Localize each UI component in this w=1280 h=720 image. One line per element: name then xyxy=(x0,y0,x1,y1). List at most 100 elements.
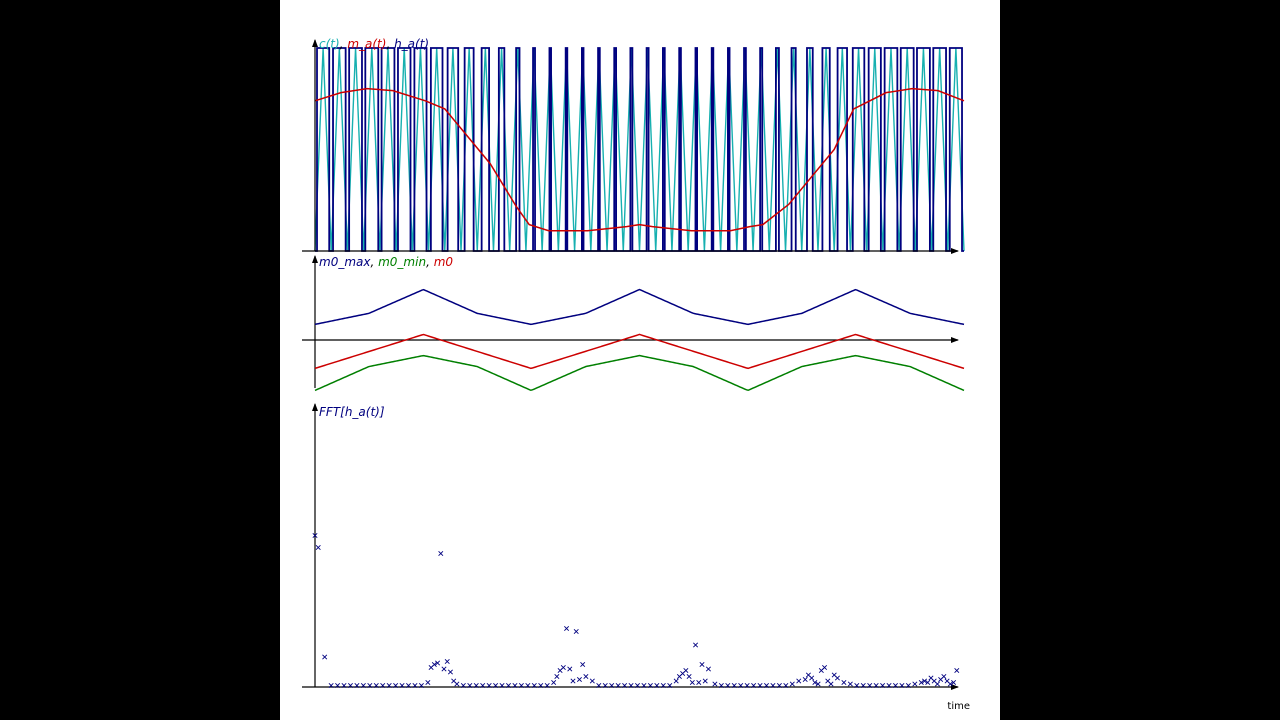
fft-point xyxy=(738,682,744,689)
fft-point xyxy=(783,682,789,689)
fft-point xyxy=(922,678,928,684)
fft-point xyxy=(699,661,705,668)
fft-point xyxy=(573,628,579,635)
y-axis-label-part: FFT[h_a(t)] xyxy=(319,405,385,419)
fft-point xyxy=(802,676,808,683)
fft-point xyxy=(705,666,711,672)
y-axis-label-part: m0_min xyxy=(378,255,426,269)
figure-panel: c(t), m_a(t), h_a(t) m0_max, m0_min, m0 … xyxy=(280,0,1000,720)
fft-point xyxy=(315,544,321,551)
fft-point xyxy=(634,682,641,689)
pwm-chart: c(t), m_a(t), h_a(t) xyxy=(302,37,965,254)
fft-point xyxy=(435,660,441,666)
fft-point xyxy=(899,682,905,689)
fft-point xyxy=(905,682,911,689)
fft-point xyxy=(622,682,628,689)
fft-point xyxy=(925,679,931,686)
fft-point xyxy=(431,661,437,668)
fft-point xyxy=(480,682,486,689)
y-axis-label-part: , xyxy=(370,255,378,269)
fft-point xyxy=(951,679,957,686)
fft-point xyxy=(460,682,466,689)
fft-point xyxy=(886,682,892,689)
fft-point xyxy=(473,682,479,689)
fft-point xyxy=(647,682,653,689)
series-m0-min-line xyxy=(314,354,965,392)
fft-point xyxy=(841,679,847,686)
fft-point xyxy=(347,682,353,689)
fft-point xyxy=(354,682,360,689)
y-axis-label-part: m0_max xyxy=(319,255,371,269)
fft-point xyxy=(918,679,924,686)
fft-point xyxy=(615,682,621,689)
fft-point xyxy=(441,666,447,672)
series-m0-line xyxy=(314,333,965,370)
fft-point xyxy=(596,682,602,689)
pwm-line xyxy=(315,47,964,252)
fft-point xyxy=(947,681,953,687)
fft-point xyxy=(512,682,518,689)
fft-point xyxy=(609,682,615,689)
fft-point xyxy=(493,682,499,689)
fft-point xyxy=(589,678,595,684)
fft-point xyxy=(386,682,392,689)
y-axis-label: c(t), m_a(t), h_a(t) xyxy=(319,37,429,51)
y-axis-label-part: , xyxy=(426,255,434,269)
fft-point xyxy=(399,682,405,689)
fft-point xyxy=(641,682,647,689)
fft-point xyxy=(660,682,666,689)
fft-point xyxy=(312,532,318,539)
y-axis-label: m0_max, m0_min, m0 xyxy=(319,255,453,269)
fft-point xyxy=(335,682,341,689)
zero-sequence-chart: m0_max, m0_min, m0 xyxy=(302,255,965,392)
fft-point xyxy=(770,682,776,689)
fft-point xyxy=(380,682,386,689)
fft-point xyxy=(873,682,879,689)
fft-point xyxy=(834,675,840,681)
fft-point xyxy=(763,682,770,689)
fft-point xyxy=(880,682,886,689)
figure: c(t), m_a(t), h_a(t) m0_max, m0_min, m0 … xyxy=(280,0,970,712)
fft-point xyxy=(602,682,608,689)
fft-point xyxy=(505,682,512,689)
fft-point xyxy=(570,678,576,684)
fft-point xyxy=(912,681,918,687)
fft-point xyxy=(696,679,702,686)
fft-point xyxy=(454,681,460,687)
fft-point xyxy=(673,678,679,684)
fft-point xyxy=(757,682,763,689)
fft-point xyxy=(689,679,695,686)
fft-point xyxy=(702,678,708,684)
fft-point xyxy=(854,682,860,689)
fft-point xyxy=(812,679,818,686)
fft-point xyxy=(580,661,586,668)
fft-point xyxy=(322,654,328,660)
fft-point xyxy=(847,681,853,687)
fft-point xyxy=(686,673,692,680)
fft-point xyxy=(551,679,557,686)
series-m0-max-line xyxy=(314,288,965,326)
fft-point xyxy=(628,682,634,689)
fft-point xyxy=(486,682,492,689)
fft-point xyxy=(731,682,737,689)
y-axis-label: FFT[h_a(t)] xyxy=(319,405,385,419)
fft-point xyxy=(418,682,424,689)
fft-point xyxy=(406,682,412,689)
fft-point xyxy=(531,682,537,689)
y-axis-label-part: m0 xyxy=(434,255,454,269)
fft-point xyxy=(576,676,582,683)
fft-point xyxy=(718,682,724,689)
y-axis-label-part: c(t) xyxy=(319,37,340,51)
fft-point xyxy=(518,682,524,689)
fft-point xyxy=(712,681,718,687)
y-axis-label-part: h_a(t) xyxy=(394,37,429,51)
fft-point xyxy=(438,550,444,557)
fft-point xyxy=(328,682,334,689)
fft-point xyxy=(499,682,505,689)
fft-point xyxy=(538,682,544,689)
fft-point xyxy=(554,673,560,680)
fft-point xyxy=(467,682,473,689)
fft-point xyxy=(373,682,379,689)
fft-point xyxy=(567,666,573,672)
fft-point xyxy=(693,642,699,648)
